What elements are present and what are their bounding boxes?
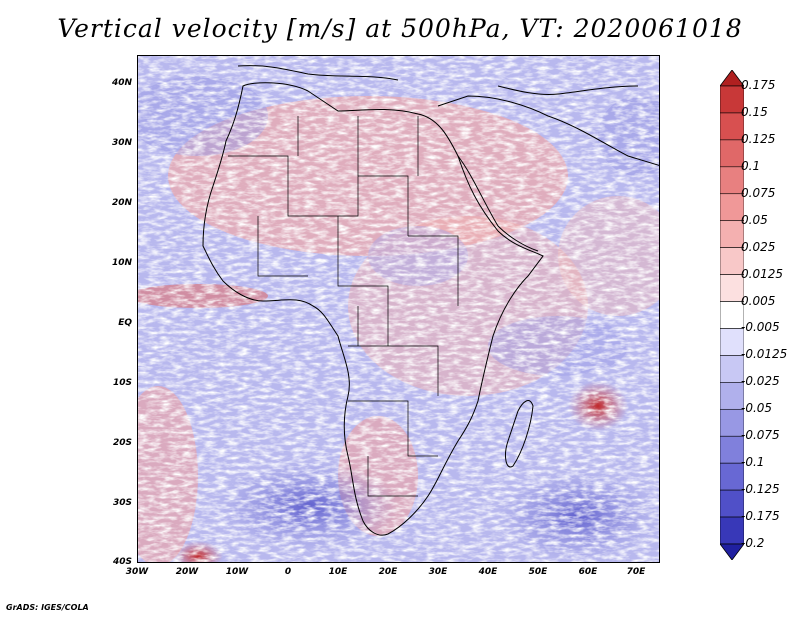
colorbar-segment <box>720 355 744 383</box>
colorbar-segment <box>720 220 744 248</box>
lon-tick: 20E <box>378 567 398 577</box>
arabia-coast <box>437 95 659 166</box>
map-panel <box>137 55 660 563</box>
colorbar-segment <box>720 301 744 329</box>
credit-text: GrADS: IGES/COLA <box>6 603 89 612</box>
lat-tick: 10S <box>112 378 132 388</box>
africa-outline <box>202 82 544 536</box>
lon-tick: 40E <box>478 567 498 577</box>
colorbar-segment <box>720 85 744 114</box>
lat-tick: 40S <box>112 557 132 567</box>
lon-tick: 10E <box>328 567 348 577</box>
coast-north <box>497 85 639 95</box>
colorbar <box>720 70 744 560</box>
lon-tick: 50E <box>528 567 548 577</box>
lon-tick: 70E <box>626 567 646 577</box>
lon-tick: 60E <box>578 567 598 577</box>
colorbar-segment <box>720 516 744 545</box>
colorbar-label: -0.1 <box>741 455 765 470</box>
lon-tick: 20W <box>175 567 199 577</box>
colorbar-label: -0.2 <box>741 536 765 550</box>
colorbar-segment <box>720 112 744 141</box>
lon-tick: 30W <box>125 567 149 577</box>
colorbar-label: -0.175 <box>741 509 780 524</box>
velocity-field-map <box>138 56 659 562</box>
colorbar-label: 0.125 <box>741 131 776 146</box>
colorbar-segment <box>720 489 744 518</box>
colorbar-label: -0.125 <box>741 482 780 497</box>
lat-tick: 20N <box>111 198 132 208</box>
colorbar-label: 0.1 <box>741 158 761 173</box>
colorbar-label: -0.0125 <box>741 347 788 362</box>
lat-tick: 10N <box>111 258 132 268</box>
coastlines <box>202 65 659 536</box>
colorbar-label: 0.025 <box>741 239 776 254</box>
lat-tick: EQ <box>118 318 132 328</box>
colorbar-segment <box>720 193 744 222</box>
lon-tick: 10W <box>225 567 249 577</box>
europe-coast <box>237 65 399 81</box>
colorbar-label: -0.005 <box>741 320 780 335</box>
colorbar-label: -0.05 <box>741 401 773 416</box>
colorbar-label: 0.175 <box>741 78 776 92</box>
colorbar-label: 0.075 <box>741 185 776 200</box>
colorbar-bottom-arrow <box>720 543 744 560</box>
colorbar-label: 0.005 <box>741 293 776 308</box>
colorbar-label: 0.0125 <box>741 266 783 281</box>
colorbar-segment <box>720 382 744 410</box>
lat-tick: 30S <box>112 498 132 508</box>
lon-tick: 30E <box>428 567 448 577</box>
madagascar-outline <box>505 400 534 468</box>
colorbar-label: 0.05 <box>741 212 768 227</box>
lon-tick: 0 <box>284 567 292 577</box>
colorbar-label: 0.15 <box>741 104 768 119</box>
lat-tick: 40N <box>111 78 132 88</box>
plot-title: Vertical velocity [m/s] at 500hPa, VT: 2… <box>57 14 743 43</box>
lat-tick: 20S <box>112 438 132 448</box>
colorbar-segment <box>720 435 744 464</box>
lat-tick: 30N <box>111 138 132 148</box>
colorbar-segment <box>720 328 744 356</box>
colorbar-label: -0.075 <box>741 428 780 443</box>
red-sea-coast <box>457 155 539 252</box>
country-borders <box>228 116 459 497</box>
colorbar-label: -0.025 <box>741 374 780 389</box>
